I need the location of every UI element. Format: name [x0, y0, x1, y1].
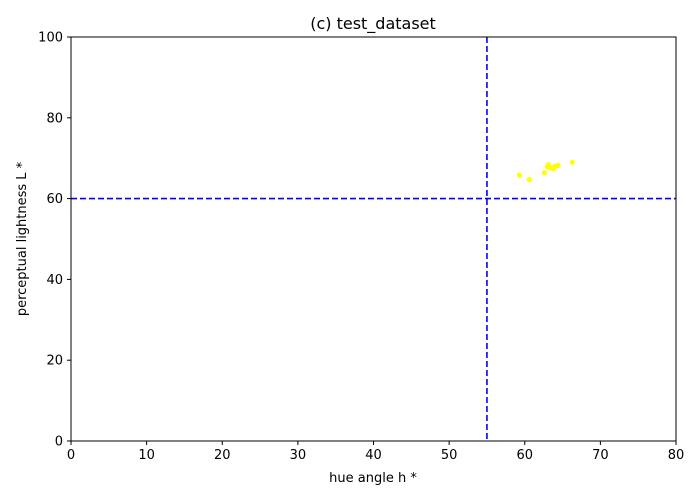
- x-tick-label: 30: [290, 448, 307, 463]
- x-tick-label: 70: [592, 448, 609, 463]
- reference-lines: [71, 37, 676, 441]
- data-points: [516, 159, 575, 183]
- x-tick-label: 50: [441, 448, 458, 463]
- plot-frame: [70, 36, 677, 442]
- y-tick-label: 60: [46, 192, 63, 207]
- y-tick-label: 100: [38, 31, 63, 46]
- y-axis-ticks: 0 20 40 60 80 100: [38, 31, 71, 450]
- x-tick-label: 40: [365, 448, 382, 463]
- x-axis-title: hue angle h *: [329, 471, 417, 486]
- y-axis-title: perceptual lightness L *: [15, 161, 30, 316]
- data-point: [516, 172, 523, 178]
- chart-title: (c) test_dataset: [310, 14, 436, 34]
- x-tick-label: 80: [668, 448, 685, 463]
- data-point: [526, 177, 532, 183]
- data-point: [541, 170, 548, 176]
- y-tick-label: 0: [55, 435, 63, 450]
- y-tick-label: 40: [46, 273, 63, 288]
- y-tick-label: 20: [46, 354, 63, 369]
- x-tick-label: 0: [67, 448, 75, 463]
- data-point: [555, 162, 561, 169]
- x-tick-label: 60: [516, 448, 533, 463]
- y-tick-label: 80: [46, 111, 63, 126]
- data-point: [569, 159, 575, 165]
- x-tick-label: 10: [138, 448, 155, 463]
- x-axis-ticks: 0 10 20 30 40 50 60 70 80: [67, 441, 684, 463]
- x-tick-label: 20: [214, 448, 231, 463]
